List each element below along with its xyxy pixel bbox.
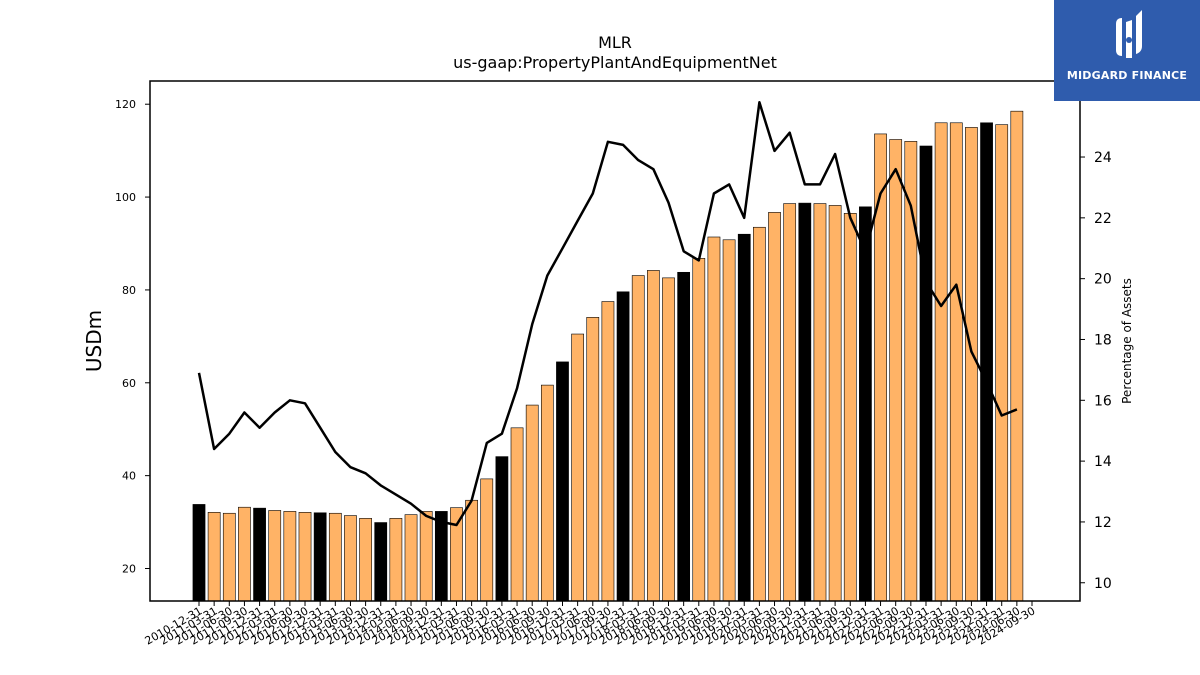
bar-2020-06-30 (768, 212, 781, 602)
y2-tick-label-18: 18 (1094, 332, 1112, 348)
y2-tick-label-16: 16 (1094, 393, 1112, 409)
y2-tick-label-20: 20 (1094, 272, 1112, 288)
bar-2017-06-30 (586, 317, 600, 602)
bar-2014-06-30 (404, 514, 418, 602)
bar-2018-06-30 (647, 270, 660, 602)
y2-tick-label-14: 14 (1094, 454, 1112, 470)
bar-2017-12-31 (616, 291, 630, 602)
y2-tick-label-22: 22 (1094, 211, 1112, 227)
y-tick-label-20: 20 (122, 563, 136, 576)
plot-area: 2040608010012010121416182022242010-12-31… (115, 98, 1112, 647)
bar-2016-09-30 (540, 384, 554, 602)
bar-2021-09-30 (843, 213, 857, 602)
bar-2015-03-31 (450, 507, 463, 602)
bar-2010-12-31 (192, 504, 206, 602)
bar-2022-03-31 (874, 133, 887, 602)
y-tick-label-80: 80 (122, 284, 136, 297)
percentage-of-assets-line (197, 101, 1018, 527)
y-tick-label-120: 120 (115, 98, 136, 111)
y-tick-label-40: 40 (122, 470, 136, 483)
y-axis-label: USDm (82, 310, 106, 372)
bar-2012-03-31 (268, 510, 282, 602)
bar-2014-09-30 (419, 511, 433, 602)
logo-text: MIDGARD FINANCE (1066, 69, 1188, 82)
bar-2023-03-31 (934, 122, 948, 602)
bar-2020-09-30 (783, 203, 797, 602)
bar-2020-03-31 (753, 226, 766, 602)
bar-2013-09-30 (359, 518, 372, 602)
bar-2015-12-31 (495, 456, 509, 602)
bar-2016-06-30 (525, 404, 539, 602)
bar-2013-12-31 (374, 522, 388, 602)
bar-2016-12-31 (556, 361, 569, 602)
bar-2012-12-31 (313, 512, 327, 602)
y2-tick-label-24: 24 (1094, 150, 1112, 166)
bar-2019-03-31 (692, 258, 706, 602)
bar-2020-12-31 (798, 202, 812, 602)
bar-2021-03-31 (813, 203, 827, 602)
bar-2019-06-30 (707, 236, 721, 602)
bar-2014-03-31 (389, 518, 403, 602)
midgard-logo-icon (1116, 10, 1142, 58)
chart-subtitle: us-gaap:PropertyPlantAndEquipmentNet (453, 53, 777, 72)
bar-2011-03-31 (207, 512, 221, 602)
plot-frame (149, 80, 1081, 602)
bar-2024-03-31 (995, 124, 1009, 602)
bar-2019-09-30 (722, 239, 736, 602)
bar-2013-03-31 (328, 512, 342, 602)
chart-title: MLR (598, 33, 632, 52)
bar-2024-06-30 (1010, 110, 1024, 602)
bar-2023-12-31 (980, 122, 993, 602)
bar-2021-06-30 (828, 205, 842, 602)
y2-axis-label: Percentage of Assets (1120, 278, 1134, 404)
bar-2017-09-30 (601, 301, 615, 602)
bar-2012-06-30 (283, 511, 297, 602)
bar-2018-12-31 (677, 271, 691, 602)
bar-2014-12-31 (434, 511, 448, 602)
y2-tick-label-12: 12 (1094, 515, 1112, 531)
y-tick-label-60: 60 (122, 377, 136, 390)
bar-2018-09-30 (662, 277, 675, 602)
bar-2023-06-30 (949, 122, 963, 602)
bar-2019-12-31 (737, 233, 751, 602)
bar-2015-06-30 (465, 499, 478, 602)
bar-2021-12-31 (859, 206, 872, 602)
bar-2011-09-30 (238, 506, 251, 602)
bar-2023-09-30 (965, 127, 978, 602)
midgard-finance-logo: MIDGARD FINANCE (1054, 0, 1200, 101)
bar-2015-09-30 (480, 478, 494, 602)
bar-2012-09-30 (298, 512, 312, 602)
bar-2022-06-30 (889, 139, 903, 602)
bar-2018-03-31 (631, 275, 645, 602)
bar-2022-12-31 (919, 145, 933, 602)
bar-2011-06-30 (222, 512, 236, 602)
bar-2011-12-31 (253, 507, 266, 602)
bar-2017-03-31 (571, 333, 584, 602)
bar-2013-06-30 (344, 515, 357, 602)
bar-2016-03-31 (510, 427, 524, 602)
y2-tick-label-10: 10 (1094, 576, 1112, 592)
y-tick-label-100: 100 (115, 191, 136, 204)
